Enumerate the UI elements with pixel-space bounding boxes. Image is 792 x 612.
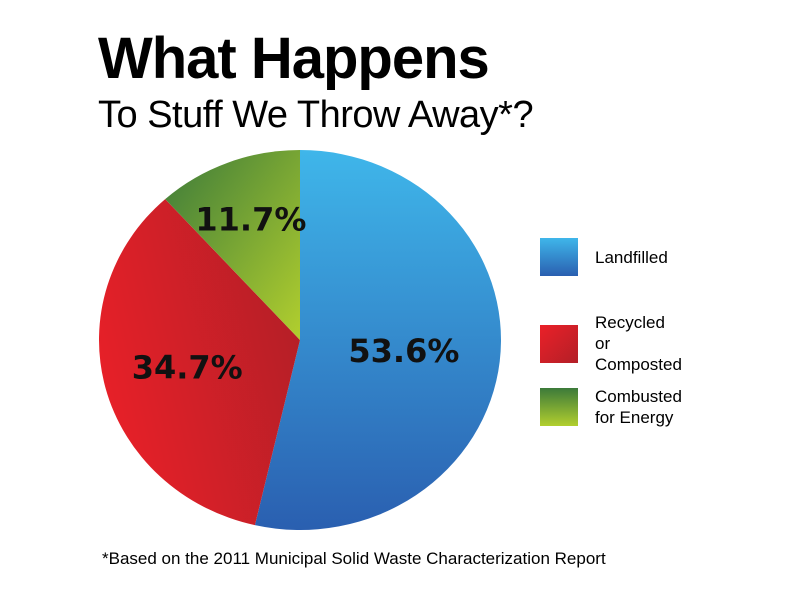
pie-slices [98, 150, 501, 530]
legend-swatch-landfilled [540, 238, 578, 276]
pie-label-recycled-or-composted: 34.7% [132, 349, 243, 387]
legend-label-recycled: Recycled or Composted [595, 313, 682, 374]
legend-item-recycled: Recycled or Composted [540, 312, 682, 375]
footnote: *Based on the 2011 Municipal Solid Waste… [102, 549, 606, 568]
legend-item-combusted: Combusted for Energy [540, 386, 682, 428]
pie-slice-landfilled [254, 150, 501, 530]
pie-slice-recycled-or-composted [98, 199, 300, 526]
chart-title: What Happens [98, 26, 490, 91]
pie-slice-combusted-for-energy [165, 150, 300, 340]
pie-label-landfilled: 53.6% [348, 332, 459, 370]
legend-label-combusted: Combusted for Energy [595, 387, 682, 427]
legend-swatch-recycled [540, 324, 578, 363]
legend-item-landfilled: Landfilled [540, 238, 668, 276]
legend-label-landfilled: Landfilled [595, 247, 668, 267]
pie-labels: 53.6% 34.7% 11.7% [132, 200, 460, 386]
legend-swatch-combusted [540, 388, 578, 426]
chart-subtitle: To Stuff We Throw Away*? [98, 94, 534, 136]
pie-label-combusted-for-energy: 11.7% [195, 200, 306, 238]
